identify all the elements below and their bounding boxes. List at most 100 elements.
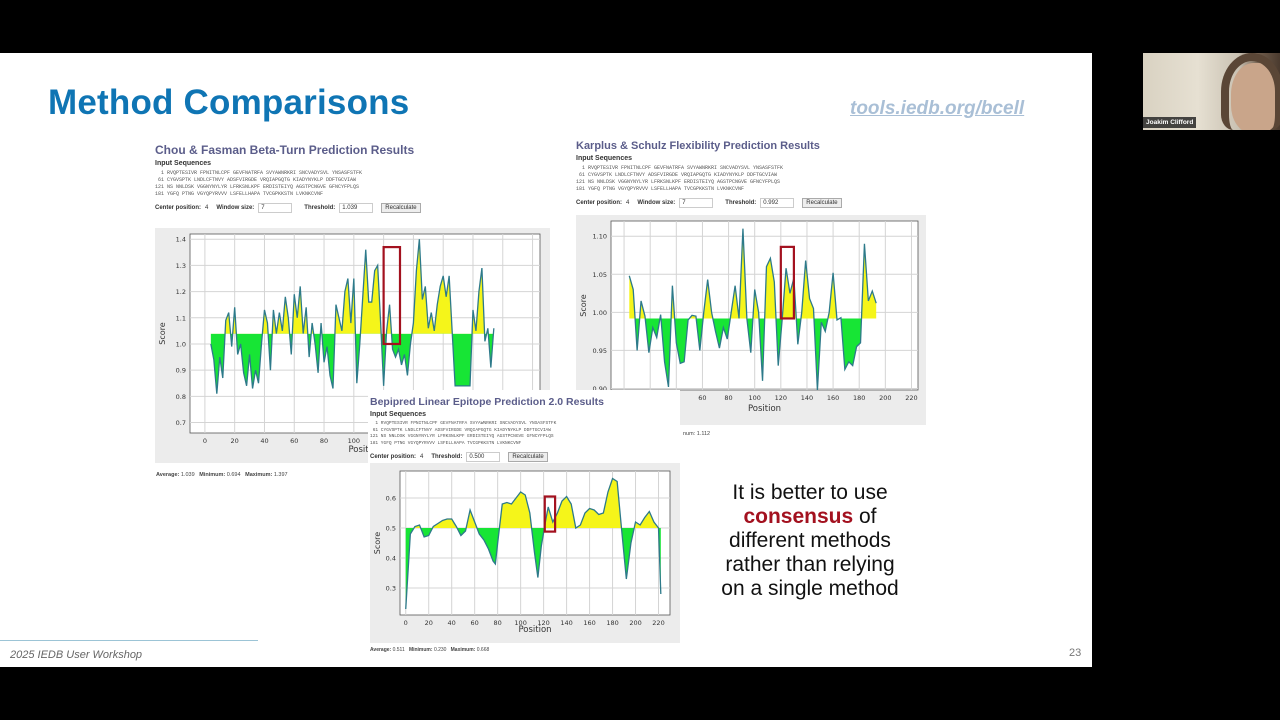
window-size-label: Window size: bbox=[637, 200, 676, 206]
karplus-schulz-chart: 0.90 0.95 1.00 1.05 1.10 60 80 100 120 140 160 180 2… bbox=[579, 220, 919, 414]
window-size-input[interactable]: 7 bbox=[258, 203, 293, 213]
svg-text:20: 20 bbox=[425, 619, 433, 627]
svg-text:80: 80 bbox=[320, 437, 328, 445]
svg-text:Score: Score bbox=[579, 294, 588, 316]
chou-fasman-stats: Average: 1.039 Minimum: 0.694 Maximum: 1… bbox=[156, 472, 288, 478]
iedb-bcell-link[interactable]: tools.iedb.org/bcell bbox=[850, 98, 1025, 119]
threshold-input[interactable]: 0.992 bbox=[760, 198, 795, 208]
svg-text:Position: Position bbox=[518, 625, 551, 635]
controls-row: Center position: 4 Threshold: 0.500 Recalc… bbox=[370, 452, 680, 462]
svg-text:1.0: 1.0 bbox=[176, 340, 186, 348]
input-sequences-label: Input Sequences bbox=[370, 411, 427, 418]
svg-text:140: 140 bbox=[801, 394, 813, 402]
input-sequences-label: Input Sequences bbox=[576, 155, 633, 162]
participant-hair bbox=[1221, 53, 1280, 130]
svg-text:1.05: 1.05 bbox=[593, 271, 607, 279]
karplus-schulz-panel: Karplus & Schulz Flexibility Prediction … bbox=[576, 140, 926, 220]
chou-fasman-title: Chou & Fasman Beta-Turn Prediction Resul… bbox=[155, 143, 415, 157]
svg-text:0.5: 0.5 bbox=[386, 525, 396, 533]
participant-name: Joakim Clifford bbox=[1143, 117, 1197, 128]
svg-text:120: 120 bbox=[775, 394, 787, 402]
svg-text:100: 100 bbox=[514, 619, 526, 627]
svg-text:0.7: 0.7 bbox=[176, 419, 186, 427]
svg-text:200: 200 bbox=[879, 394, 891, 402]
svg-text:0: 0 bbox=[404, 619, 408, 627]
center-position-label: Center position: bbox=[370, 454, 416, 460]
svg-text:160: 160 bbox=[583, 619, 595, 627]
footer-text: 2025 IEDB User Workshop bbox=[10, 649, 143, 661]
bepipred-chart: 0.3 0.4 0.5 0.6 0 20 40 60 80 100 120 140 160 180 200 2… bbox=[373, 470, 671, 635]
threshold-label: Threshold: bbox=[725, 200, 757, 206]
svg-text:0.95: 0.95 bbox=[593, 347, 607, 355]
center-position-value: 4 bbox=[626, 200, 630, 206]
controls-row: Center position: 4 Window size: 7 Threshol… bbox=[576, 198, 926, 208]
svg-text:100: 100 bbox=[348, 437, 360, 445]
threshold-input[interactable]: 1.039 bbox=[339, 203, 374, 213]
center-position-value: 4 bbox=[205, 205, 209, 211]
threshold-label: Threshold: bbox=[304, 205, 336, 211]
karplus-schulz-stats: num: 1.112 bbox=[683, 431, 711, 437]
svg-text:60: 60 bbox=[698, 394, 706, 402]
svg-text:1.4: 1.4 bbox=[176, 236, 186, 244]
input-sequences-label: Input Sequences bbox=[155, 160, 212, 167]
bepipred-plot-area: 0.3 0.4 0.5 0.6 0 20 40 60 80 100 120 140 160 180 200 2… bbox=[370, 463, 680, 643]
svg-text:140: 140 bbox=[560, 619, 572, 627]
threshold-input[interactable]: 0.500 bbox=[466, 452, 501, 462]
window-size-input[interactable]: 7 bbox=[679, 198, 714, 208]
controls-row: Center position: 4 Window size: 7 Threshol… bbox=[155, 203, 550, 213]
bepipred-title: Bepipred Linear Epitope Prediction 2.0 R… bbox=[370, 396, 604, 408]
svg-text:0: 0 bbox=[203, 437, 207, 445]
svg-text:160: 160 bbox=[827, 394, 839, 402]
svg-text:120: 120 bbox=[537, 619, 549, 627]
consensus-message: It is better to use consensus of differe… bbox=[721, 481, 899, 600]
svg-text:220: 220 bbox=[905, 394, 917, 402]
svg-text:0.90: 0.90 bbox=[593, 385, 607, 393]
slide: Method Comparisons tools.iedb.org/bcell … bbox=[0, 53, 1092, 667]
center-position-value: 4 bbox=[420, 454, 424, 460]
karplus-schulz-title: Karplus & Schulz Flexibility Prediction … bbox=[576, 140, 820, 152]
svg-text:Position: Position bbox=[748, 404, 781, 414]
svg-text:0.4: 0.4 bbox=[386, 555, 396, 563]
svg-text:60: 60 bbox=[471, 619, 479, 627]
bepipred-stats: Average: 0.511 Minimum: 0.230 Maximum: 0… bbox=[370, 647, 490, 653]
svg-text:80: 80 bbox=[494, 619, 502, 627]
recalculate-button[interactable]: Recalculate bbox=[802, 198, 842, 208]
svg-text:1.3: 1.3 bbox=[176, 262, 186, 270]
participant-video-tile[interactable]: Joakim Clifford bbox=[1143, 53, 1280, 130]
consensus-highlight: consensus bbox=[743, 505, 854, 528]
svg-text:20: 20 bbox=[231, 437, 239, 445]
svg-text:80: 80 bbox=[724, 394, 732, 402]
svg-text:220: 220 bbox=[652, 619, 664, 627]
input-sequence-block: 1 RVQPTESIVR FPNITNLCPF GEVFNATRFA SVYAW… bbox=[576, 165, 784, 192]
svg-text:1.10: 1.10 bbox=[593, 233, 607, 241]
svg-text:Score: Score bbox=[373, 532, 382, 554]
page-number: 23 bbox=[1069, 647, 1082, 659]
svg-text:1.00: 1.00 bbox=[593, 309, 607, 317]
recalculate-button[interactable]: Recalculate bbox=[381, 203, 421, 213]
svg-text:Score: Score bbox=[158, 322, 167, 344]
threshold-label: Threshold: bbox=[431, 454, 463, 460]
center-position-label: Center position: bbox=[155, 205, 201, 211]
center-position-label: Center position: bbox=[576, 200, 622, 206]
svg-text:0.3: 0.3 bbox=[386, 585, 396, 593]
svg-text:0.8: 0.8 bbox=[176, 393, 186, 401]
svg-text:180: 180 bbox=[853, 394, 865, 402]
svg-text:60: 60 bbox=[290, 437, 298, 445]
input-sequence-block: 1 RVQPTESIVR FPNITNLCPF GEVFNATRFA SVYAW… bbox=[370, 421, 557, 446]
svg-text:180: 180 bbox=[606, 619, 618, 627]
svg-text:1.1: 1.1 bbox=[176, 314, 186, 322]
window-size-label: Window size: bbox=[216, 205, 255, 211]
recalculate-button[interactable]: Recalculate bbox=[508, 452, 548, 462]
svg-text:0.9: 0.9 bbox=[176, 367, 186, 375]
svg-text:Position: Position bbox=[348, 445, 381, 455]
input-sequence-block: 1 RVQPTESIVR FPNITNLCPF GEVFNATRFA SVYAW… bbox=[155, 170, 363, 197]
svg-text:100: 100 bbox=[748, 394, 760, 402]
svg-text:200: 200 bbox=[629, 619, 641, 627]
svg-text:40: 40 bbox=[260, 437, 268, 445]
svg-text:0.6: 0.6 bbox=[386, 495, 396, 503]
footer-divider bbox=[0, 640, 258, 641]
bepipred-panel: Bepipred Linear Epitope Prediction 2.0 R… bbox=[368, 390, 680, 653]
svg-text:40: 40 bbox=[448, 619, 456, 627]
slide-title: Method Comparisons bbox=[48, 83, 410, 122]
svg-text:1.2: 1.2 bbox=[176, 288, 186, 296]
